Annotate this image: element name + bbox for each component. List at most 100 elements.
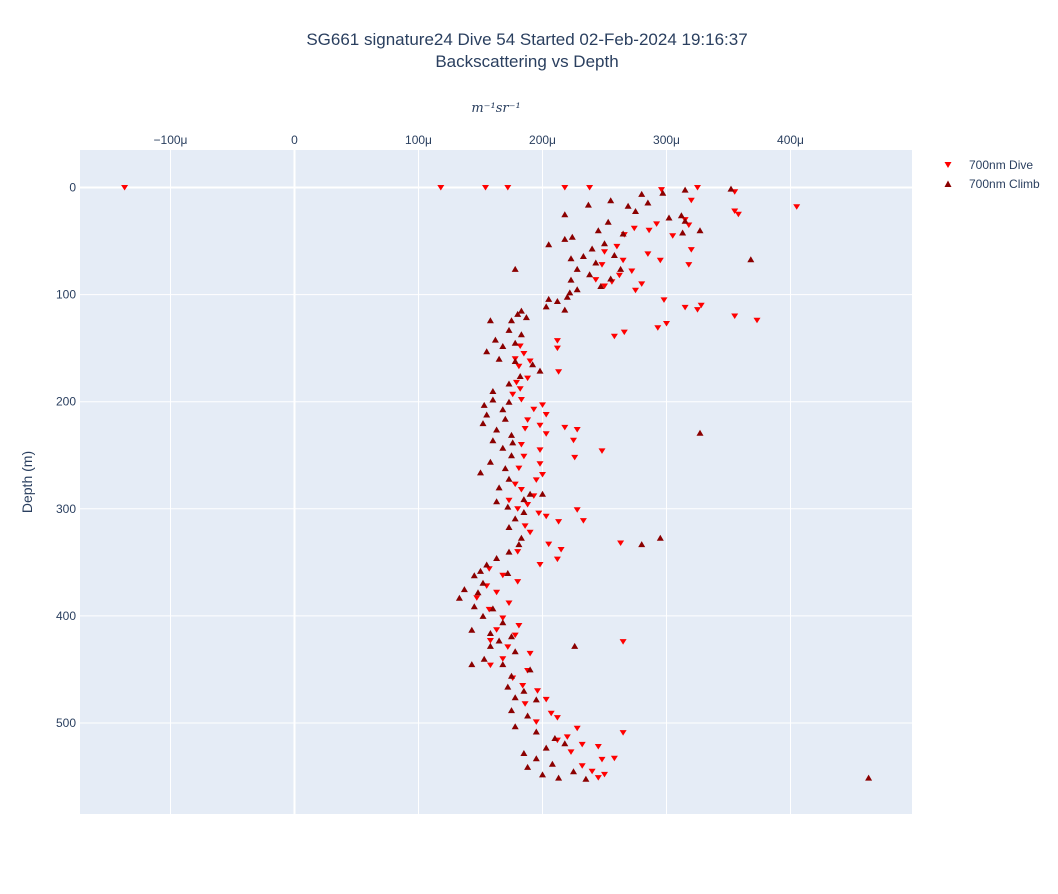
x-tick-label: 100μ (405, 133, 432, 147)
climb-point (499, 619, 507, 626)
dive-point (515, 623, 523, 629)
data-points (121, 185, 873, 782)
dive-point (557, 547, 565, 553)
climb-point (601, 240, 608, 247)
climb-point (524, 712, 532, 719)
dive-point (517, 487, 525, 493)
dive-point (504, 185, 512, 191)
dive-point (573, 725, 581, 732)
y-tick-label: 400 (56, 609, 76, 623)
x-tick-label: −100μ (154, 133, 188, 147)
dive-point (615, 272, 623, 279)
dive-point (486, 638, 494, 644)
dive-point (563, 734, 571, 740)
dive-point (485, 606, 493, 613)
climb-point (604, 218, 612, 225)
climb-point (486, 317, 494, 324)
climb-point (520, 750, 528, 756)
climb-point (522, 314, 530, 321)
plot-area[interactable] (80, 150, 912, 814)
climb-point (610, 252, 618, 258)
dive-point (578, 741, 586, 748)
climb-point (681, 217, 689, 224)
climb-point (511, 723, 519, 730)
dive-point (121, 185, 129, 191)
dive-point (542, 696, 550, 703)
dive-point (687, 197, 695, 204)
climb-point (568, 233, 576, 240)
dive-point (594, 775, 602, 781)
dive-point (685, 222, 693, 228)
climb-point (592, 259, 600, 266)
dive-point (594, 744, 602, 750)
climb-point (520, 496, 528, 503)
dive-point (542, 431, 550, 437)
legend-item-climb[interactable]: 700nm Climb (944, 177, 1041, 191)
dive-point (573, 427, 581, 433)
legend-item-dive[interactable]: 700nm Dive (944, 158, 1034, 172)
climb-point (555, 774, 563, 781)
climb-point (632, 208, 639, 214)
climb-point (638, 190, 646, 197)
legend-label-dive: 700nm Dive (969, 158, 1033, 172)
dive-point (653, 221, 661, 227)
dive-point (669, 233, 677, 239)
y-tick-label: 100 (56, 288, 76, 302)
climb-point (638, 541, 646, 548)
dive-point (536, 447, 544, 453)
dive-point (515, 465, 523, 472)
climb-point (532, 728, 540, 735)
dive-point (555, 519, 563, 525)
dive-point (598, 448, 606, 454)
climb-point (508, 707, 515, 714)
dive-point (473, 595, 481, 601)
dive-point (638, 281, 646, 287)
legend[interactable]: 700nm Dive 700nm Climb (944, 158, 1041, 191)
dive-point (526, 650, 534, 657)
climb-point (493, 426, 501, 433)
dive-point (521, 523, 529, 529)
dive-point (553, 338, 561, 344)
dive-point (485, 566, 493, 572)
dive-point (561, 424, 569, 431)
dive-point (482, 185, 489, 191)
dive-point (520, 453, 528, 460)
climb-point (483, 411, 491, 418)
dive-point (519, 683, 527, 689)
climb-point (656, 534, 664, 541)
climb-point (566, 289, 574, 296)
climb-point (659, 189, 667, 196)
x-tick-label: 300μ (653, 133, 680, 147)
dive-point (555, 369, 563, 375)
dive-point (654, 325, 662, 331)
dive-point (486, 662, 494, 669)
dive-point (601, 771, 608, 778)
dive-point (437, 185, 445, 191)
climb-point (571, 642, 579, 649)
dive-point (578, 763, 586, 769)
climb-point (573, 265, 581, 272)
climb-point (526, 666, 534, 673)
climb-point (505, 475, 513, 482)
dive-point (731, 208, 739, 214)
climb-point (477, 469, 484, 476)
climb-point (504, 503, 512, 510)
climb-point (514, 310, 522, 317)
climb-point (495, 484, 503, 491)
dive-point (561, 185, 569, 191)
dive-point (509, 391, 517, 398)
climb-point (532, 755, 540, 762)
climb-point (617, 265, 625, 272)
climb-point (455, 594, 463, 601)
dive-point (535, 510, 543, 517)
dive-point (504, 644, 512, 650)
climb-point (520, 509, 528, 515)
dive-point (526, 358, 534, 364)
climb-point (511, 694, 519, 701)
climb-point (477, 567, 484, 574)
climb-point (586, 271, 594, 278)
climb-point (489, 396, 497, 403)
climb-point (582, 775, 590, 782)
dive-point (687, 247, 695, 253)
dive-point (524, 375, 532, 382)
